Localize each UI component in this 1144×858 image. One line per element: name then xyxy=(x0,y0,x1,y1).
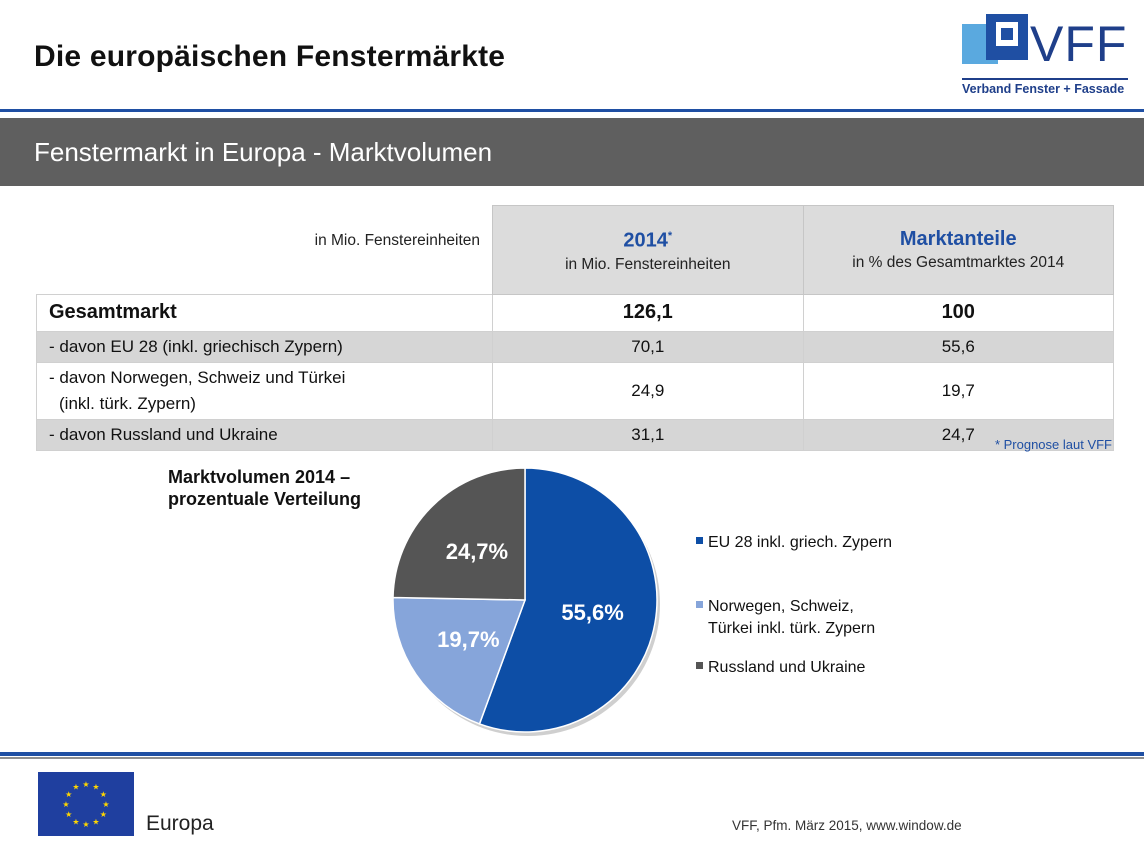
legend-swatch xyxy=(696,662,703,670)
star-icon: ★ xyxy=(92,817,99,826)
row-share: 55,6 xyxy=(802,330,1115,363)
chart-title: Marktvolumen 2014 – prozentuale Verteilu… xyxy=(168,466,361,510)
row-value: 24,9 xyxy=(492,361,804,420)
table-row: Gesamtmarkt 126,1 100 xyxy=(35,293,1115,332)
star-icon: ★ xyxy=(72,783,79,792)
logo-text: VFF xyxy=(1030,16,1128,72)
header-divider xyxy=(0,109,1144,112)
star-icon: ★ xyxy=(82,780,89,789)
row-value: 70,1 xyxy=(492,330,804,363)
vff-logo: VFF Verband Fenster + Fassade xyxy=(962,14,1128,98)
star-icon: ★ xyxy=(72,817,79,826)
star-icon: ★ xyxy=(102,800,109,809)
row-value: 126,1 xyxy=(492,293,804,332)
region-label: Europa xyxy=(146,812,214,835)
row-value: 31,1 xyxy=(492,418,804,451)
footnote: * Prognose laut VFF xyxy=(994,437,1112,452)
window-logo-icon xyxy=(962,14,1028,66)
eu-flag-icon: ★ ★ ★ ★ ★ ★ ★ ★ ★ ★ ★ ★ xyxy=(38,772,134,836)
column-header-subtitle: in Mio. Fenstereinheiten xyxy=(565,256,731,274)
footer-divider-shadow xyxy=(0,757,1144,759)
column-header-subtitle: in % des Gesamtmarktes 2014 xyxy=(852,253,1065,271)
pie-slice xyxy=(392,596,527,725)
row-share: 24,7 xyxy=(802,418,1115,451)
legend-item: EU 28 inkl. griech. Zypern xyxy=(696,532,892,554)
footer-divider xyxy=(0,752,1144,756)
legend-label: Norwegen, Schweiz, xyxy=(708,598,854,615)
chart-title-line: Marktvolumen 2014 – xyxy=(168,467,351,487)
legend-swatch xyxy=(696,601,703,609)
column-header-title: 2014 xyxy=(623,230,668,253)
page-title: Die europäischen Fenstermärkte xyxy=(34,40,506,73)
legend-label: Türkei inkl. türk. Zypern xyxy=(708,620,876,637)
table-row: - davon Norwegen, Schweiz und Türkei (in… xyxy=(35,361,1115,420)
star-icon: ★ xyxy=(82,820,89,829)
legend-item: Norwegen, Schweiz, Türkei inkl. türk. Zyp… xyxy=(696,596,875,640)
legend-label: Russland und Ukraine xyxy=(708,659,866,676)
eu-stars-icon: ★ ★★★★★★★★★★★ xyxy=(62,780,109,829)
section-title: Fenstermarkt in Europa - Marktvolumen xyxy=(34,137,493,167)
pie-slice xyxy=(478,467,658,733)
star-icon: ★ xyxy=(65,790,72,799)
logo-subtitle: Verband Fenster + Fassade xyxy=(962,78,1128,96)
chart-title-line: prozentuale Verteilung xyxy=(168,489,362,509)
star-icon: ★ xyxy=(92,783,99,792)
market-table: in Mio. Fenstereinheiten 2014* in Mio. F… xyxy=(35,205,1115,451)
column-header-title: Marktanteile xyxy=(899,227,1017,250)
row-share: 100 xyxy=(802,293,1115,332)
table-row: - davon Russland und Ukraine 31,1 24,7 xyxy=(35,418,1115,451)
pie-slice-label: 24,7% xyxy=(446,539,508,564)
row-label: Gesamtmarkt xyxy=(35,293,494,332)
row-label-continued: (inkl. türk. Zypern) xyxy=(59,393,196,413)
footnote-marker: * xyxy=(667,230,673,243)
row-label-cell: - davon Norwegen, Schweiz und Türkei (in… xyxy=(35,361,494,420)
column-header-2014: 2014* in Mio. Fenstereinheiten xyxy=(492,205,804,295)
column-header-share: Marktanteile in % des Gesamtmarktes 2014 xyxy=(802,205,1115,295)
pie-slice-label: 55,6% xyxy=(561,600,623,625)
section-band xyxy=(0,118,1144,186)
source-credit: VFF, Pfm. März 2015, www.window.de xyxy=(732,818,962,833)
star-icon: ★ xyxy=(100,790,107,799)
table-row: - davon EU 28 (inkl. griechisch Zypern) … xyxy=(35,330,1115,363)
legend-item: Russland und Ukraine xyxy=(696,657,865,679)
row-label: - davon Russland und Ukraine xyxy=(35,418,494,451)
row-label: - davon EU 28 (inkl. griechisch Zypern) xyxy=(35,330,494,363)
star-icon: ★ xyxy=(62,800,69,809)
legend-label: EU 28 inkl. griech. Zypern xyxy=(708,534,893,551)
star-icon: ★ xyxy=(100,810,107,819)
legend-swatch xyxy=(696,537,703,545)
pie-slice xyxy=(392,467,526,601)
star-icon: ★ xyxy=(65,810,72,819)
row-label: - davon Norwegen, Schweiz und Türkei xyxy=(49,367,346,387)
table-header-row: in Mio. Fenstereinheiten 2014* in Mio. F… xyxy=(37,205,1115,295)
unit-label: in Mio. Fenstereinheiten xyxy=(314,231,481,249)
pie-slice-label: 19,7% xyxy=(437,627,499,652)
row-share: 19,7 xyxy=(802,361,1115,420)
